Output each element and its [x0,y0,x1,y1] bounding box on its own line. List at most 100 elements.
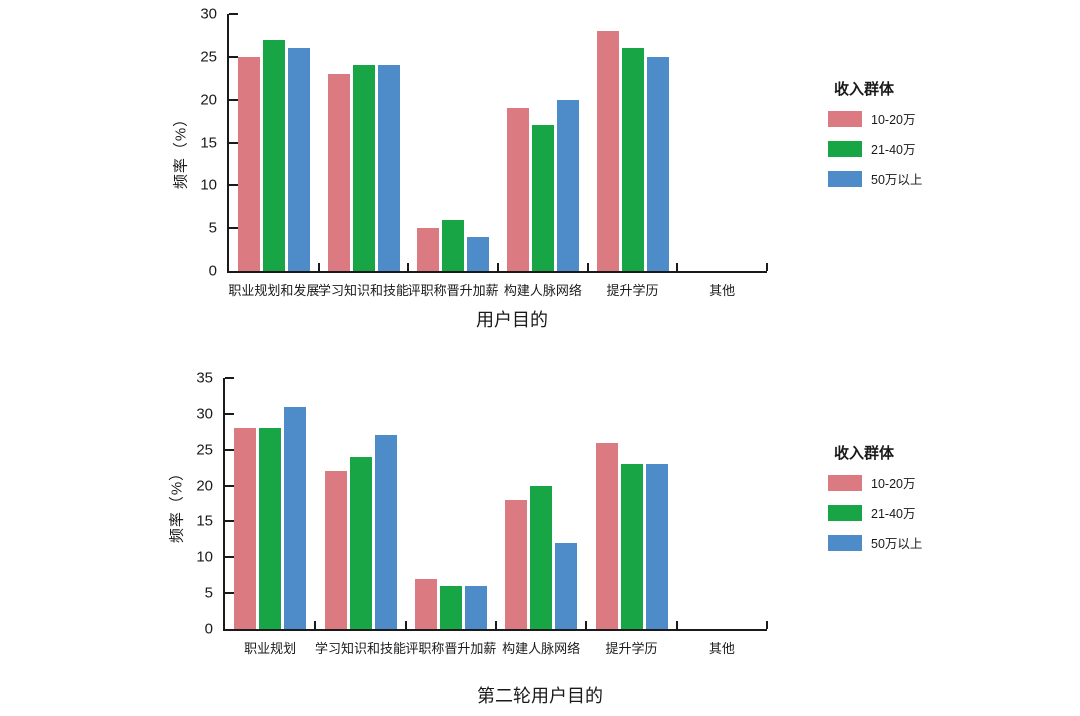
legend-item-label: 50万以上 [871,537,923,551]
bar [556,99,579,271]
bar [442,219,465,271]
category-label: 提升学历 [605,641,658,656]
category-label: 评职称晋升加薪 [405,641,497,656]
bar [417,228,440,271]
x-tick-mark [585,621,588,629]
y-tick-label: 10 [200,176,217,194]
x-axis-title: 第二轮用户目的 [477,686,603,706]
bar [237,56,260,271]
legend-item: 21-40万 [828,139,922,158]
x-tick-mark [766,263,768,271]
y-tick-mark [225,412,234,415]
bar [262,39,285,271]
bar [530,485,553,629]
bar [327,73,350,271]
category-label: 学习知识和技能 [314,641,407,656]
bar [506,108,529,271]
y-tick-mark [225,556,234,559]
y-tick-label: 5 [204,584,213,602]
y-tick-label: 5 [208,219,217,237]
bar [259,428,282,629]
x-axis-title: 用户目的 [476,310,548,330]
bar [646,56,669,271]
y-axis-label: 频率（%） [168,464,186,544]
legend-item-label: 50万以上 [871,173,923,187]
legend-item: 50万以上 [828,169,922,188]
y-tick-label: 20 [200,91,217,109]
y-tick-mark [229,55,238,58]
y-tick-label: 15 [200,134,217,151]
y-tick-label: 25 [196,441,213,459]
x-tick-mark [766,621,768,629]
category-label: 职业规划和发展 [228,283,320,298]
y-tick-label: 30 [200,5,217,23]
y-tick-label: 35 [196,369,213,387]
bar [352,65,375,271]
plot-area: 0 5 10 15 20 25 30 职业规划和发展 学习知识和技能 评职称晋升加薪 构建人脉网络 提… [200,6,768,298]
bar [324,471,347,629]
x-tick-mark [314,621,317,629]
y-tick-mark [229,141,238,144]
legend-items: 10-20万 21-40万 50万以上 [828,109,922,188]
y-tick-mark [229,184,238,187]
legend-item-label: 21-40万 [871,507,916,521]
bar [414,578,437,629]
legend-item-label: 10-20万 [871,113,916,127]
plot-area: 0 5 10 15 20 25 30 35 职业规划 学习知识和技能 评职称晋升加薪 构建人脉网络 提升… [196,370,768,656]
x-tick-mark [404,621,407,629]
bar [349,456,372,629]
y-tick-label: 10 [196,548,213,566]
legend-swatch [828,140,862,157]
y-tick-label: 15 [196,512,213,530]
legend: 收入群体 10-20万 21-40万 50万以上 [828,442,922,552]
y-tick-mark [225,592,234,595]
x-tick-mark [676,263,679,271]
bar [377,65,400,271]
bar [374,435,397,629]
y-tick-mark [225,520,234,523]
legend-item: 10-20万 [828,109,922,128]
x-tick-mark [675,621,678,629]
y-tick-mark [225,377,234,379]
y-tick-label: 0 [204,620,213,638]
bar [439,585,462,629]
category-label: 其他 [709,283,736,298]
category-label: 评职称晋升加薪 [407,283,499,298]
y-tick-label: 25 [200,48,217,66]
bar [620,464,643,629]
category-label: 其他 [708,641,735,656]
legend-title: 收入群体 [834,81,895,98]
bar [595,442,618,629]
legend: 收入群体 10-20万 21-40万 50万以上 [828,78,922,188]
bar [287,48,310,271]
bar [621,48,644,271]
category-label: 构建人脉网络 [502,641,581,656]
y-tick-mark [225,448,234,451]
legend-item-label: 21-40万 [871,143,916,157]
bar [645,464,668,629]
x-tick-mark [317,263,320,271]
legend-swatch [828,504,862,521]
legend-swatch [828,110,862,127]
legend-swatch [828,534,862,551]
y-tick-label: 0 [208,262,217,280]
category-label: 构建人脉网络 [503,283,582,298]
x-tick-mark [586,263,589,271]
bar [555,542,578,629]
category-label: 学习知识和技能 [317,283,410,298]
bar [505,499,528,629]
y-tick-label: 20 [196,477,213,495]
bar [467,236,490,271]
legend-swatch [828,474,862,491]
bar [234,428,257,629]
x-tick-mark [495,621,497,629]
legend-items: 10-20万 21-40万 50万以上 [828,473,922,552]
bar [596,31,619,271]
y-tick-label: 30 [196,405,213,423]
y-tick-mark [225,484,234,487]
legend-item: 10-20万 [828,473,922,492]
category-label: 提升学历 [606,283,659,298]
